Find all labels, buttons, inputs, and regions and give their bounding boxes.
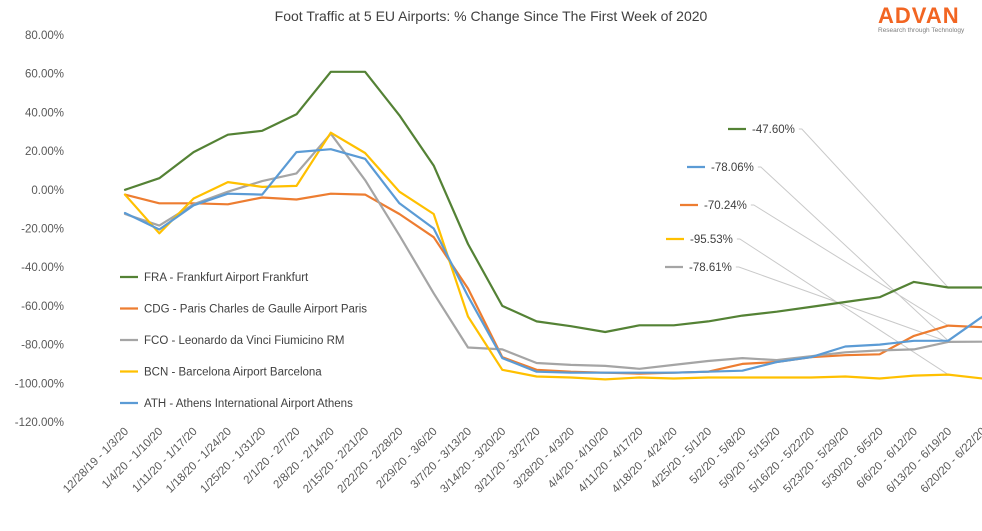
y-tick-label: 20.00%: [25, 146, 64, 158]
y-tick-label: -120.00%: [15, 417, 64, 429]
x-tick-label: 2/29/20 - 3/6/20: [374, 426, 439, 491]
x-tick-label: 5/9/20 - 5/15/20: [717, 426, 782, 491]
callout-leader-line: [798, 128, 949, 288]
legend: FRA - Frankfurt Airport Frankfurt CDG - P…: [120, 272, 367, 410]
logo-name: ADVAN: [878, 3, 960, 28]
y-tick-label: -60.00%: [21, 301, 64, 313]
y-tick-label: -100.00%: [15, 378, 64, 390]
callout-leader-lines: [735, 128, 949, 376]
legend-entry: FCO - Leonardo da Vinci Fiumicino RM: [144, 335, 344, 347]
callout-leader-line: [736, 238, 949, 376]
y-tick-label: 40.00%: [25, 107, 64, 119]
x-axis: 12/28/19 - 1/3/201/4/20 - 1/10/201/11/20…: [61, 426, 982, 496]
callout-value: -78.06%: [711, 162, 754, 174]
legend-entry: CDG - Paris Charles de Gaulle Airport Pa…: [144, 304, 367, 316]
series-line: [123, 132, 982, 370]
x-tick-label: 2/8/20 - 2/14/20: [271, 426, 336, 491]
legend-entry: BCN - Barcelona Airport Barcelona: [144, 367, 322, 379]
callout-leader-line: [735, 266, 949, 343]
y-axis: 80.00% 60.00% 40.00% 20.00% 0.00% -20.00% -40.…: [15, 30, 64, 429]
y-tick-label: 0.00%: [31, 185, 64, 197]
series-line: [123, 70, 982, 334]
callout-value: -70.24%: [704, 200, 747, 212]
callout-value: -95.53%: [690, 234, 733, 246]
callout-leader-line: [757, 166, 949, 342]
y-tick-label: -80.00%: [21, 340, 64, 352]
series-lines: [123, 70, 982, 381]
series-line: [123, 148, 982, 374]
callout-value: -78.61%: [689, 262, 732, 274]
y-tick-label: -20.00%: [21, 224, 64, 236]
legend-entry: FRA - Frankfurt Airport Frankfurt: [144, 272, 309, 284]
x-tick-label: 3/7/20 - 3/13/20: [409, 426, 474, 491]
callout-value: -47.60%: [752, 124, 795, 136]
advan-logo: ADVAN Research through Technology: [878, 3, 965, 34]
x-tick-label: 1/4/20 - 1/10/20: [100, 426, 165, 491]
x-tick-label: 1/11/20 - 1/17/20: [130, 426, 199, 495]
x-tick-label: 6/6/20 - 6/12/20: [855, 426, 920, 491]
legend-entry: ATH - Athens International Airport Athen…: [144, 398, 353, 410]
y-tick-label: -40.00%: [21, 262, 64, 274]
callout-leader-line: [750, 204, 949, 327]
x-tick-label: 5/30/20 - 6/5/20: [820, 426, 885, 491]
logo-tagline: Research through Technology: [878, 27, 965, 34]
value-callouts: -47.60% -78.06% -70.24% -95.53% -78.61%: [665, 124, 795, 274]
x-tick-label: 4/11/20 - 4/17/20: [576, 426, 645, 495]
series-line: [123, 192, 982, 375]
x-tick-label: 4/4/20 - 4/10/20: [546, 426, 611, 491]
y-tick-label: 60.00%: [25, 69, 64, 81]
chart-title: Foot Traffic at 5 EU Airports: % Change …: [275, 8, 708, 24]
x-tick-label: 4/25/20 - 5/1/20: [649, 426, 714, 491]
x-tick-label: 3/28/20 - 4/3/20: [512, 426, 577, 491]
y-tick-label: 80.00%: [25, 30, 64, 42]
